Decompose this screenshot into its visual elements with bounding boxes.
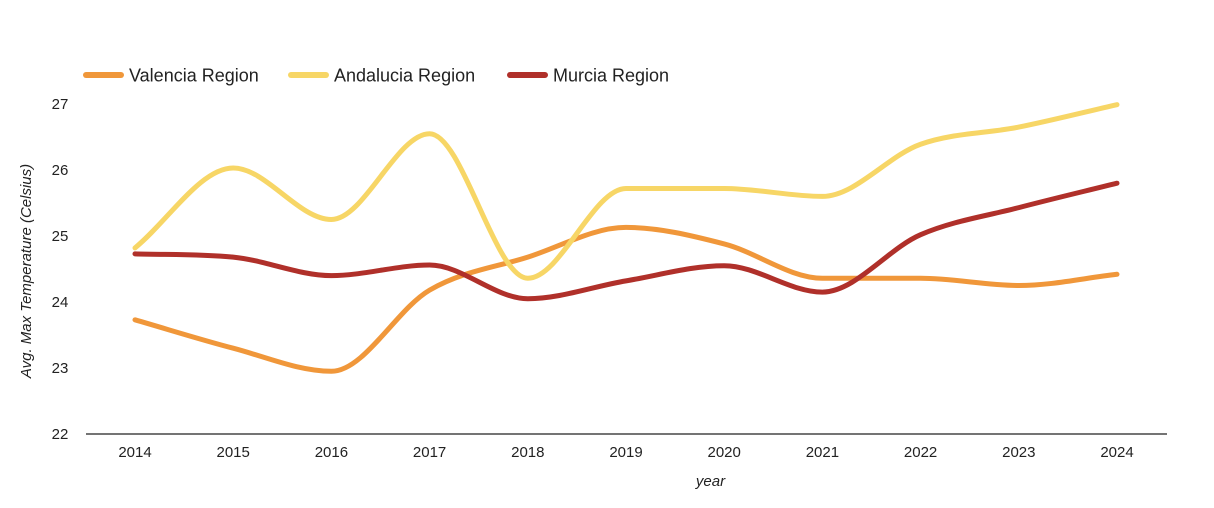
series-line-andalucia-region xyxy=(132,102,1120,281)
y-tick-label: 23 xyxy=(52,360,69,377)
x-tick-label: 2020 xyxy=(708,444,741,461)
x-tick-label: 2022 xyxy=(904,444,937,461)
x-tick-label: 2021 xyxy=(806,444,839,461)
series-line-valencia-region xyxy=(132,224,1120,374)
y-tick-label: 26 xyxy=(52,162,69,179)
y-tick-label: 22 xyxy=(52,426,69,443)
y-tick-label: 25 xyxy=(52,228,69,245)
legend: Valencia Region Andalucia Region Murcia Re… xyxy=(83,66,669,86)
x-tick-label: 2016 xyxy=(315,444,348,461)
x-tick-label: 2023 xyxy=(1002,444,1035,461)
x-axis-ticks: 2014 2015 2016 2017 2018 2019 2020 2021 2022 2023… xyxy=(118,444,1133,461)
legend-label-murcia-region: Murcia Region xyxy=(553,66,669,86)
series-line-murcia-region xyxy=(132,180,1120,302)
x-axis-title: year xyxy=(695,473,726,490)
x-tick-label: 2019 xyxy=(609,444,642,461)
series-lines xyxy=(132,102,1120,374)
x-tick-label: 2018 xyxy=(511,444,544,461)
x-tick-label: 2024 xyxy=(1100,444,1133,461)
y-tick-label: 27 xyxy=(52,96,69,113)
legend-label-andalucia-region: Andalucia Region xyxy=(334,66,475,86)
x-tick-label: 2017 xyxy=(413,444,446,461)
x-tick-label: 2015 xyxy=(217,444,250,461)
y-axis-title: Avg. Max Temperature (Celsius) xyxy=(18,164,35,379)
y-axis-ticks: 22 23 24 25 26 27 xyxy=(52,96,69,443)
x-tick-label: 2014 xyxy=(118,444,151,461)
y-tick-label: 24 xyxy=(52,294,69,311)
legend-label-valencia-region: Valencia Region xyxy=(129,66,259,86)
